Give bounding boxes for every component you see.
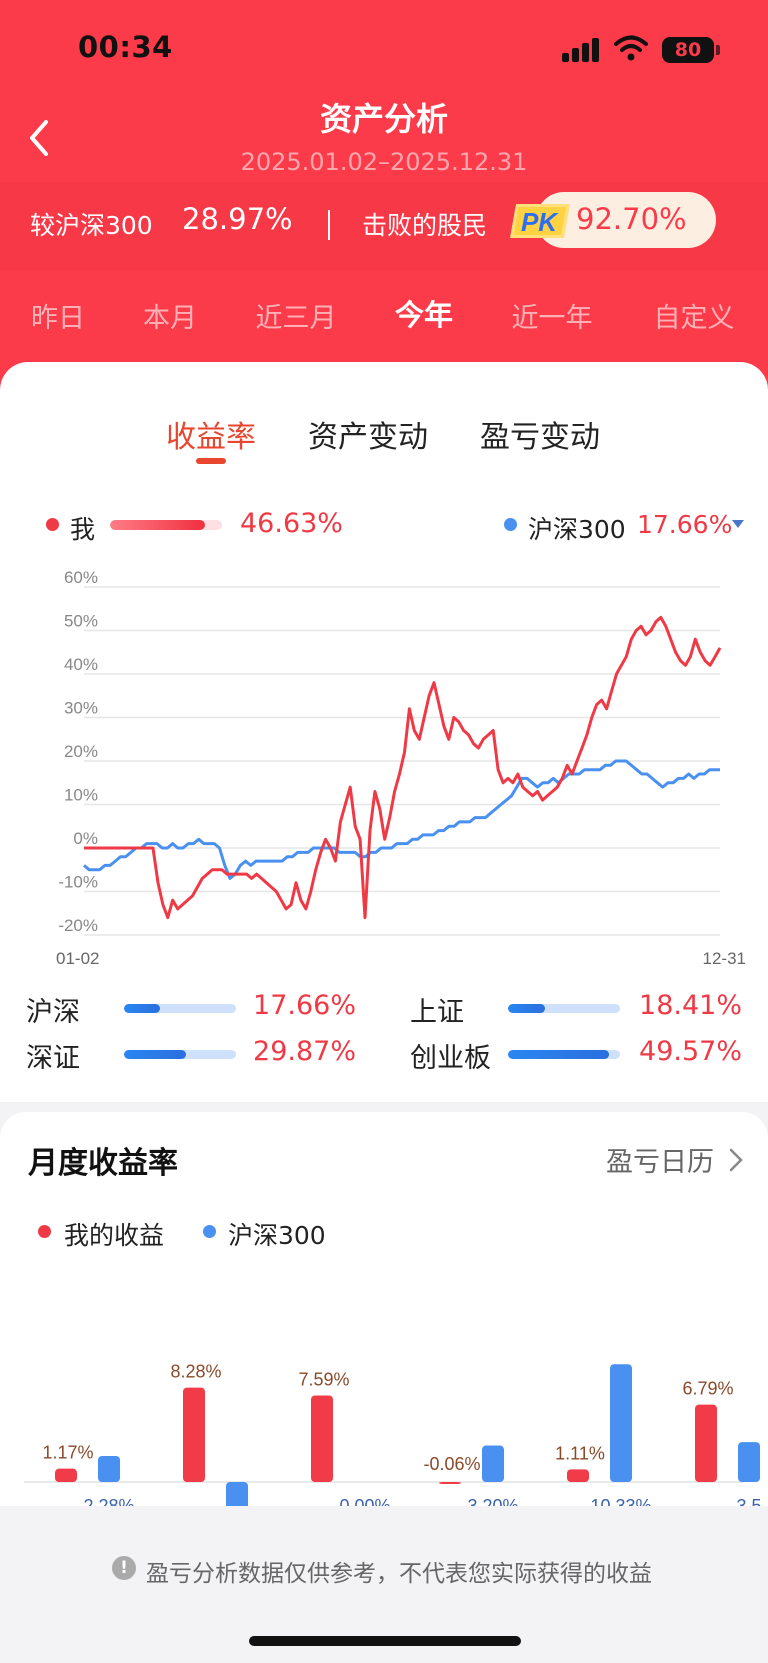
- index-label-hs: 沪深: [26, 997, 80, 1028]
- wifi-icon: [614, 35, 648, 61]
- index-return-bar: [226, 1482, 248, 1511]
- monthly-title: 月度收益率: [28, 1146, 178, 1181]
- returns-card: [0, 362, 768, 1102]
- index-value-sz: 29.87%: [253, 1036, 356, 1067]
- my-return-bar-label: 6.79%: [682, 1379, 733, 1399]
- my-return-bar-label: 8.28%: [170, 1362, 221, 1382]
- date-range: 2025.01.02–2025.12.31: [240, 148, 528, 176]
- calendar-link[interactable]: 盈亏日历: [606, 1147, 714, 1178]
- legend-me-bar-fill: [110, 520, 206, 530]
- divider: [328, 210, 330, 240]
- legend-me-value: 46.63%: [240, 508, 343, 539]
- tab-one-year[interactable]: 近一年: [511, 303, 593, 334]
- return-line-chart[interactable]: 60% 50% 40% 30% 20% 10% 0% -10% -20% 01-02 12-31: [0, 570, 768, 970]
- index-return-bar: [482, 1445, 504, 1482]
- my-return-bar-label: -0.06%: [423, 1454, 480, 1474]
- index-value-hs: 17.66%: [253, 990, 356, 1021]
- legend-index-value: 17.66%: [637, 510, 733, 539]
- y-tick-label: -10%: [58, 873, 98, 892]
- back-button[interactable]: [24, 116, 60, 160]
- y-tick-label: 10%: [64, 786, 98, 805]
- pk-text: PK: [521, 207, 559, 237]
- monthly-card: [0, 1112, 768, 1532]
- index-return-bar: [98, 1456, 120, 1482]
- index-value-cyb: 49.57%: [639, 1036, 742, 1067]
- tab-this-month[interactable]: 本月: [143, 303, 197, 334]
- vs-index-label: 较沪深300: [30, 211, 153, 240]
- tab-pnl-change[interactable]: 盈亏变动: [480, 420, 600, 455]
- tab-three-months[interactable]: 近三月: [255, 303, 337, 334]
- index-label-sz: 深证: [26, 1043, 80, 1074]
- tab-yesterday[interactable]: 昨日: [31, 303, 85, 334]
- x-end-label: 12-31: [703, 949, 746, 968]
- y-tick-label: 40%: [64, 655, 98, 674]
- my-return-bar-label: 1.17%: [42, 1443, 93, 1463]
- tab-asset-change[interactable]: 资产变动: [308, 420, 428, 455]
- legend-index-label: 沪深300: [528, 515, 626, 544]
- index-bar-hs: [124, 1004, 236, 1013]
- x-start-label: 01-02: [56, 949, 99, 968]
- legend-mine-dot: [38, 1225, 51, 1238]
- home-indicator: [249, 1636, 521, 1646]
- beat-value: 92.70%: [576, 202, 687, 236]
- index-bar-cyb: [508, 1050, 620, 1059]
- disclaimer-text: 盈亏分析数据仅供参考，不代表您实际获得的收益: [146, 1561, 652, 1587]
- index-bar-fill-cyb: [508, 1050, 609, 1059]
- index-dropdown-icon[interactable]: [732, 520, 744, 528]
- legend-index-label-2: 沪深300: [228, 1221, 326, 1250]
- index-bar-sz: [124, 1050, 236, 1059]
- index-label-sh: 上证: [410, 997, 464, 1028]
- legend-me-label: 我: [70, 515, 96, 544]
- index-return-line: [83, 759, 720, 880]
- index-value-sh: 18.41%: [639, 990, 742, 1021]
- index-bar-fill-sh: [508, 1004, 545, 1013]
- index-label-cyb: 创业板: [410, 1043, 491, 1074]
- index-bar-fill-hs: [124, 1004, 160, 1013]
- index-bar-fill-sz: [124, 1050, 186, 1059]
- legend-me-bar: [110, 520, 222, 530]
- my-return-line: [84, 615, 722, 920]
- index-bar-sh: [508, 1004, 620, 1013]
- index-return-bar: [610, 1364, 632, 1482]
- y-tick-label: 60%: [64, 570, 98, 587]
- tab-custom[interactable]: 自定义: [653, 303, 735, 334]
- battery-nub: [716, 45, 720, 55]
- legend-me-dot: [46, 518, 59, 531]
- my-return-bar: [695, 1404, 717, 1482]
- my-return-bar: [567, 1469, 589, 1482]
- y-tick-label: 20%: [64, 742, 98, 761]
- period-tabs: 昨日 本月 近三月 今年 近一年 自定义: [0, 290, 768, 334]
- signal-icon: [562, 38, 602, 62]
- legend-index-dot-2: [203, 1225, 216, 1238]
- pk-badge-icon: PK: [510, 204, 570, 238]
- my-return-bar: [183, 1387, 205, 1482]
- battery-icon: 80: [662, 37, 714, 63]
- tab-this-year[interactable]: 今年: [394, 298, 454, 332]
- index-return-bar: [738, 1442, 760, 1482]
- comparison-strip: 较沪深300 28.97% 击败的股民 PK 92.70%: [0, 182, 768, 270]
- y-tick-label: -20%: [58, 916, 98, 935]
- my-return-bar: [55, 1468, 77, 1482]
- y-tick-label: 50%: [64, 612, 98, 631]
- tab-return-rate[interactable]: 收益率: [166, 420, 256, 455]
- y-tick-label: 0%: [73, 829, 98, 848]
- y-tick-label: 30%: [64, 699, 98, 718]
- vs-index-value: 28.97%: [182, 202, 293, 236]
- my-return-bar-label: 7.59%: [298, 1369, 349, 1389]
- my-return-bar: [439, 1482, 461, 1484]
- status-time: 00:34: [78, 30, 173, 64]
- legend-index-dot: [504, 518, 517, 531]
- active-tab-underline: [196, 458, 226, 464]
- my-return-bar: [311, 1395, 333, 1482]
- my-return-bar-label: 1.11%: [555, 1443, 605, 1463]
- beat-label: 击败的股民: [362, 211, 488, 240]
- page-title: 资产分析: [319, 100, 448, 138]
- chevron-right-icon[interactable]: [727, 1146, 745, 1174]
- info-icon: !: [112, 1556, 136, 1580]
- legend-mine-label: 我的收益: [64, 1221, 165, 1250]
